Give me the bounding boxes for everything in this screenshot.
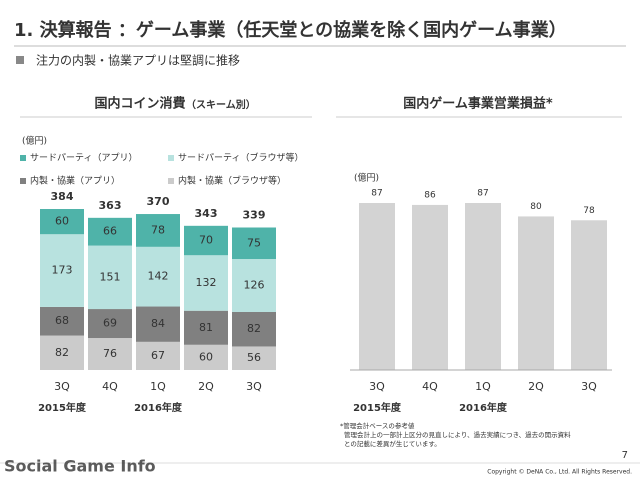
value-label: 82 <box>55 346 69 359</box>
value-label: 69 <box>103 317 117 330</box>
bar-segment <box>184 255 228 311</box>
bar-segment <box>88 245 132 310</box>
slide-title: 1. 決算報告 ：ゲーム事業（任天堂との協業を除く国内ゲーム事業） <box>14 19 567 41</box>
total-label: 384 <box>51 190 74 203</box>
legend-label: サードパーティ（ブラウザ等） <box>178 152 303 164</box>
value-label: 76 <box>103 347 117 360</box>
value-label: 60 <box>55 215 69 228</box>
value-label: 81 <box>199 321 213 334</box>
chart-subtitle: （スキーム別） <box>186 98 256 111</box>
legend-swatch <box>20 155 26 161</box>
bar-segment <box>232 346 276 370</box>
bar-segment <box>88 217 132 246</box>
bar <box>359 203 395 370</box>
value-label: 78 <box>583 206 595 216</box>
footnote: *管理会計ベースの参考値 <box>340 421 415 430</box>
bar-segment <box>136 306 180 342</box>
value-label: 84 <box>151 317 165 330</box>
bar-segment <box>88 338 132 370</box>
bar-segment <box>136 214 180 247</box>
legend-swatch <box>20 178 26 184</box>
bar-segment <box>136 341 180 370</box>
unit-label: (億円) <box>354 172 379 184</box>
x-tick-label: 4Q <box>422 380 438 393</box>
x-tick-label: 2Q <box>528 380 544 393</box>
legend-label: 内製・協業（ブラウザ等） <box>178 175 286 187</box>
chart-title: 国内コイン消費 <box>94 96 185 112</box>
bullet-text: 注力の内製・協業アプリは堅調に推移 <box>36 53 240 68</box>
value-label: 66 <box>103 225 117 238</box>
value-label: 70 <box>199 234 213 247</box>
value-label: 87 <box>477 189 488 199</box>
period-label: 2015年度 <box>353 401 402 414</box>
bar <box>412 204 448 370</box>
bar-segment <box>232 259 276 312</box>
x-tick-label: 4Q <box>102 380 118 393</box>
period-label: 2016年度 <box>459 401 508 414</box>
value-label: 82 <box>247 322 261 335</box>
bar-segment <box>184 344 228 370</box>
bar-segment <box>136 246 180 307</box>
x-tick-label: 3Q <box>54 380 70 393</box>
value-label: 67 <box>151 349 165 362</box>
x-tick-label: 3Q <box>581 380 597 393</box>
value-label: 126 <box>244 279 265 292</box>
bar-segment <box>40 209 84 235</box>
x-tick-label: 2Q <box>198 380 214 393</box>
bar-segment <box>40 234 84 307</box>
x-tick-label: 3Q <box>369 380 385 393</box>
period-label: 2016年度 <box>134 401 183 414</box>
total-label: 339 <box>243 208 266 221</box>
period-label: 2015年度 <box>38 401 87 414</box>
bar-segment <box>88 309 132 339</box>
bar-segment <box>232 227 276 260</box>
value-label: 60 <box>199 350 213 363</box>
legend-label: サードパーティ（アプリ） <box>30 153 137 164</box>
legend-swatch <box>168 178 174 184</box>
value-label: 87 <box>371 189 382 199</box>
value-label: 78 <box>151 223 165 236</box>
bar <box>518 216 554 370</box>
value-label: 56 <box>247 351 261 364</box>
bar-segment <box>184 310 228 345</box>
bullet-marker <box>16 56 24 64</box>
legend-label: 内製・協業（アプリ） <box>30 175 120 187</box>
bar-segment <box>40 335 84 370</box>
value-label: 86 <box>424 190 436 200</box>
total-label: 370 <box>147 195 170 208</box>
value-label: 75 <box>247 236 261 249</box>
watermark: Social Game Info <box>4 457 156 476</box>
bar-segment <box>40 306 84 336</box>
x-tick-label: 1Q <box>150 380 166 393</box>
bar-segment <box>232 311 276 347</box>
footnote: 管理会計上の一部計上区分の見直しにより、過去実績につき、過去の開示資料 <box>344 430 571 439</box>
value-label: 132 <box>196 276 217 289</box>
value-label: 142 <box>148 270 169 283</box>
page-number: 7 <box>622 450 628 461</box>
value-label: 68 <box>55 314 69 327</box>
x-tick-label: 3Q <box>246 380 262 393</box>
x-tick-label: 1Q <box>475 380 491 393</box>
legend-swatch <box>168 155 174 161</box>
total-label: 363 <box>99 199 122 212</box>
footnote: との記載に差異が生じています。 <box>344 439 441 448</box>
unit-label: (億円) <box>22 135 47 147</box>
value-label: 151 <box>100 270 121 283</box>
chart-title: 国内ゲーム事業営業損益* <box>403 96 553 112</box>
bar <box>465 203 501 370</box>
value-label: 80 <box>530 202 542 212</box>
bar-segment <box>184 225 228 256</box>
total-label: 343 <box>195 207 218 220</box>
copyright: Copyright © DeNA Co., Ltd. All Rights Re… <box>487 469 632 476</box>
value-label: 173 <box>52 264 73 277</box>
bar <box>571 220 607 370</box>
